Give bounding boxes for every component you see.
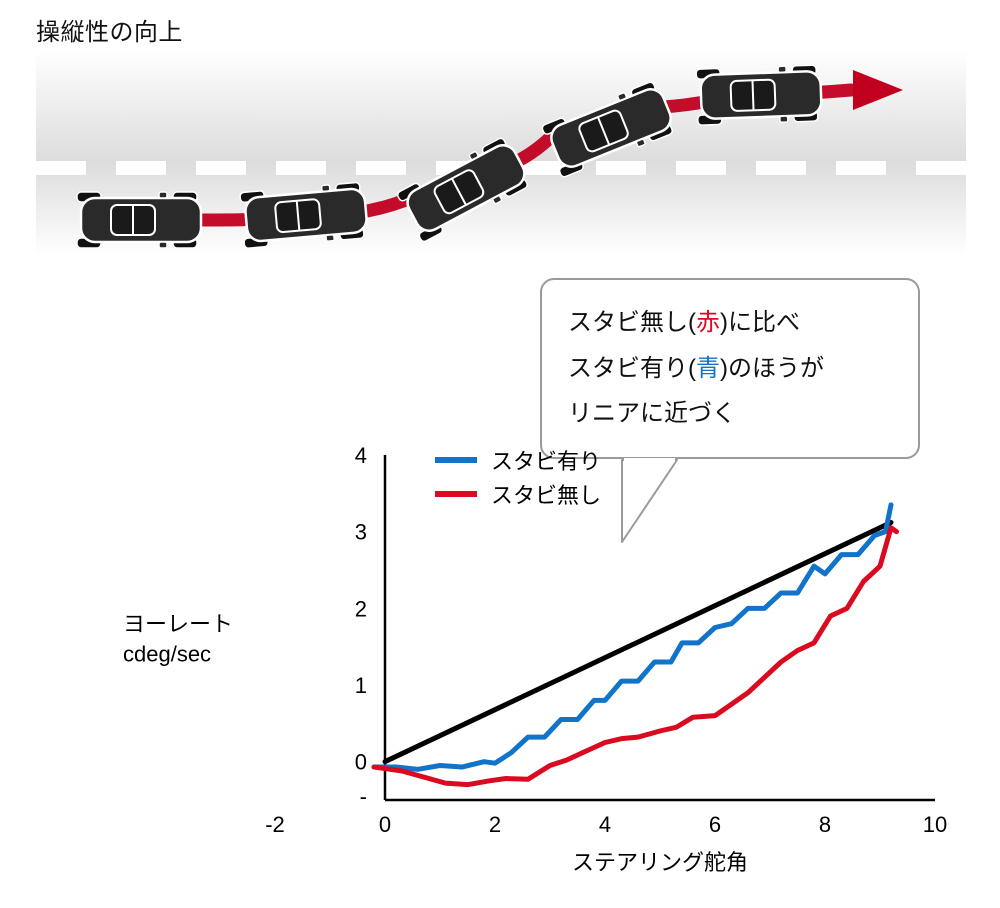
svg-text:0: 0 [379,812,391,837]
callout-text: スタビ無し(赤)に比べスタビ有り(青)のほうがリニアに近づく [542,280,918,457]
svg-text:0: 0 [355,750,367,775]
svg-text:-2: -2 [265,812,285,837]
svg-text:-: - [360,784,367,809]
svg-text:8: 8 [819,812,831,837]
callout-line: リニアに近づく [568,391,892,437]
svg-text:スタビ無し: スタビ無し [491,483,601,508]
page-title: 操縦性の向上 [36,12,183,47]
svg-text:4: 4 [355,445,367,468]
svg-text:4: 4 [599,812,611,837]
callout-line: スタビ有り(青)のほうが [568,346,892,392]
svg-text:3: 3 [355,520,367,545]
svg-text:スタビ有り: スタビ有り [491,449,601,474]
svg-text:ヨーレート: ヨーレート [123,611,233,636]
svg-text:2: 2 [489,812,501,837]
svg-text:10: 10 [923,812,947,837]
callout-line: スタビ無し(赤)に比べ [568,300,892,346]
lane-change-infographic [36,50,966,255]
svg-text:1: 1 [355,673,367,698]
svg-text:6: 6 [709,812,721,837]
svg-text:2: 2 [355,596,367,621]
callout-box: スタビ無し(赤)に比べスタビ有り(青)のほうがリニアに近づく [540,278,920,459]
svg-text:cdeg/sec: cdeg/sec [123,641,211,666]
yaw-rate-chart: 0 1 2 3 4 - -2 0 2 4 6 8 10 ステアリング舵角 ヨーレート cdeg/sec スタビ有… [115,445,970,875]
svg-text:ステアリング舵角: ステアリング舵角 [572,850,748,875]
